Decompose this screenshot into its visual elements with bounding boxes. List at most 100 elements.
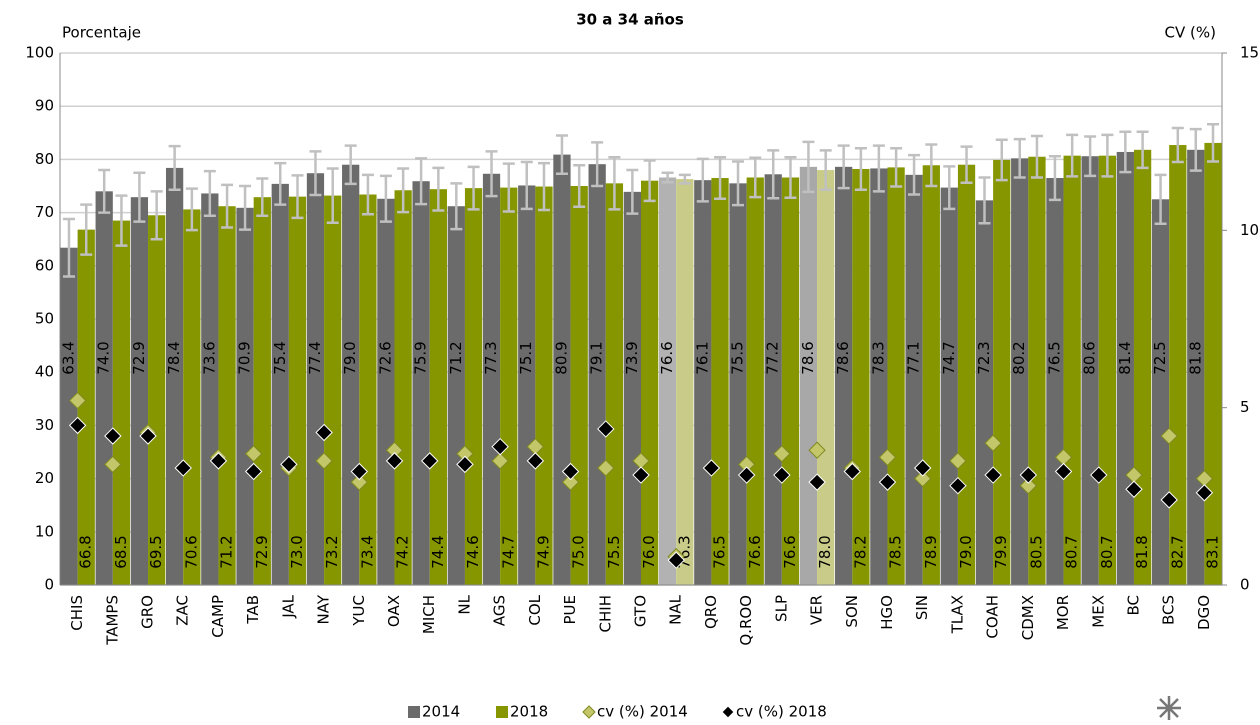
y-tick-label: 10 xyxy=(35,522,54,540)
bar xyxy=(95,191,113,585)
x-tick-label: NL xyxy=(455,594,473,614)
x-tick-label: SLP xyxy=(772,595,790,622)
value-label: 78.3 xyxy=(869,341,887,374)
error-bar xyxy=(1066,133,1079,178)
bar xyxy=(922,165,940,585)
bar xyxy=(835,166,853,585)
bar xyxy=(306,173,325,585)
value-label: 74.4 xyxy=(429,535,447,568)
bar xyxy=(429,189,447,585)
error-bar xyxy=(802,140,815,194)
bar xyxy=(218,206,236,585)
error-bar xyxy=(450,182,463,231)
error-bar xyxy=(854,146,867,191)
bar xyxy=(887,167,905,585)
value-label: 73.2 xyxy=(323,535,341,568)
x-tick-label: GTO xyxy=(632,595,650,627)
cv-marker xyxy=(350,473,369,491)
x-tick-label: MOR xyxy=(1054,595,1072,630)
y2-tick-label: 10 xyxy=(1240,221,1259,239)
error-bar xyxy=(537,161,550,212)
x-tick-label: PUE xyxy=(561,595,579,625)
y-tick-label: 50 xyxy=(35,310,54,328)
bar xyxy=(905,174,923,585)
cv-marker xyxy=(1160,427,1178,445)
error-bar xyxy=(467,165,480,211)
value-label: 77.2 xyxy=(764,341,782,374)
bar xyxy=(77,229,95,585)
value-label: 73.4 xyxy=(358,535,376,568)
cv-marker xyxy=(209,452,228,470)
value-label: 79.9 xyxy=(992,535,1010,568)
cv-marker xyxy=(174,459,192,477)
cv-marker xyxy=(1054,462,1073,481)
cv-marker xyxy=(737,466,756,484)
x-tick-label: Q.ROO xyxy=(737,595,755,646)
cv-marker xyxy=(1019,466,1038,484)
cv-marker xyxy=(280,455,298,474)
value-label: 74.7 xyxy=(499,535,517,568)
value-label: 66.8 xyxy=(77,535,95,568)
cv-marker xyxy=(1125,480,1143,498)
cv-marker xyxy=(773,445,791,463)
legend-swatch xyxy=(582,705,596,719)
bar xyxy=(870,168,888,585)
cv-marker xyxy=(385,452,404,470)
value-label: 80.5 xyxy=(1027,535,1045,568)
cv-marker xyxy=(913,469,932,488)
cv-marker xyxy=(104,455,122,474)
bar xyxy=(60,247,78,585)
x-tick-label: NAL xyxy=(667,594,685,624)
y2-tick-label: 0 xyxy=(1240,576,1250,594)
x-tick-label: SON xyxy=(843,595,861,628)
value-label: 68.5 xyxy=(112,535,130,568)
cv-marker xyxy=(984,466,1002,484)
bar xyxy=(746,177,764,585)
bar xyxy=(324,195,342,586)
bar xyxy=(1063,155,1081,585)
x-tick-label: DGO xyxy=(1195,595,1213,630)
error-bar xyxy=(978,176,991,225)
error-bar xyxy=(379,174,392,223)
bar xyxy=(588,164,606,586)
error-bar xyxy=(62,217,75,278)
y-tick-label: 80 xyxy=(35,150,54,168)
bar xyxy=(183,209,201,585)
error-bar xyxy=(221,183,234,229)
error-bar xyxy=(819,149,832,191)
value-label: 78.5 xyxy=(887,535,905,568)
value-label: 76.1 xyxy=(693,341,711,374)
bar xyxy=(1133,149,1152,585)
bar xyxy=(694,180,712,585)
cv-marker xyxy=(1090,466,1108,484)
x-tick-label: SIN xyxy=(913,595,931,620)
x-tick-label: HGO xyxy=(878,595,896,630)
bar xyxy=(993,159,1011,585)
error-bar xyxy=(133,171,146,223)
legend-label: cv (%) 2014 xyxy=(597,703,688,721)
bar xyxy=(236,207,254,585)
value-label: 75.5 xyxy=(605,535,623,568)
error-bar xyxy=(291,174,304,220)
legend-label: 2014 xyxy=(422,703,460,721)
error-bar xyxy=(767,149,780,200)
value-label: 78.2 xyxy=(851,535,869,568)
value-label: 70.6 xyxy=(182,535,200,568)
bar xyxy=(165,167,184,586)
legend-swatch xyxy=(408,706,420,718)
bar xyxy=(288,196,307,585)
x-tick-label: QRO xyxy=(702,595,720,629)
bar xyxy=(1204,142,1222,585)
error-bar xyxy=(239,184,252,231)
bar xyxy=(764,174,782,585)
error-bar xyxy=(784,156,797,199)
error-bar xyxy=(1030,134,1043,179)
bar xyxy=(711,178,729,585)
error-bar xyxy=(344,144,357,186)
value-label: 77.4 xyxy=(306,341,324,374)
cv-marker xyxy=(244,445,263,463)
cv-marker xyxy=(139,427,157,445)
x-tick-label: OAX xyxy=(385,595,403,627)
bar xyxy=(201,193,219,585)
value-label: 76.5 xyxy=(1045,341,1063,374)
